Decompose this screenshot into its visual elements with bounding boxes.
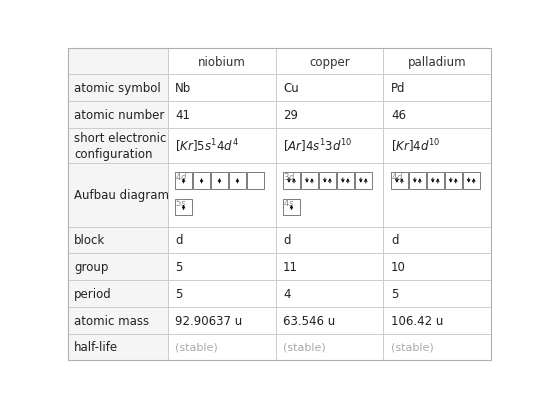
Bar — [168, 227, 276, 254]
Bar — [68, 227, 168, 254]
Text: period: period — [74, 287, 112, 300]
Bar — [168, 280, 276, 307]
Bar — [168, 102, 276, 129]
Bar — [168, 129, 276, 164]
Text: short electronic
configuration: short electronic configuration — [74, 132, 167, 161]
Text: d: d — [283, 234, 290, 247]
Text: Cu: Cu — [283, 82, 299, 95]
Text: half-life: half-life — [74, 341, 118, 354]
Text: $[Kr]4d^{10}$: $[Kr]4d^{10}$ — [391, 138, 441, 155]
Text: $\mathit{4}s$: $\mathit{4}s$ — [283, 197, 295, 208]
Bar — [319, 173, 336, 189]
Bar — [337, 173, 354, 189]
Bar — [68, 75, 168, 102]
Text: 106.42 u: 106.42 u — [391, 314, 443, 327]
Bar — [229, 173, 246, 189]
Bar — [409, 173, 426, 189]
Bar — [276, 334, 383, 360]
Text: 10: 10 — [391, 260, 406, 273]
Bar — [175, 199, 192, 216]
Bar — [383, 254, 491, 280]
Text: Aufbau diagram: Aufbau diagram — [74, 189, 169, 202]
Text: Nb: Nb — [175, 82, 192, 95]
Bar — [68, 129, 168, 164]
Text: 5: 5 — [175, 260, 182, 273]
Text: 5: 5 — [391, 287, 399, 300]
Bar — [68, 102, 168, 129]
Text: (stable): (stable) — [175, 342, 218, 352]
Text: 46: 46 — [391, 109, 406, 122]
Bar — [301, 173, 318, 189]
Bar — [193, 173, 210, 189]
Bar — [383, 49, 491, 75]
Bar — [383, 164, 491, 227]
Text: atomic symbol: atomic symbol — [74, 82, 161, 95]
Bar — [463, 173, 479, 189]
Bar — [276, 129, 383, 164]
Bar — [211, 173, 228, 189]
Bar — [168, 164, 276, 227]
Bar — [427, 173, 443, 189]
Text: 4: 4 — [283, 287, 290, 300]
Bar — [276, 49, 383, 75]
Bar — [276, 307, 383, 334]
Text: 11: 11 — [283, 260, 298, 273]
Text: copper: copper — [309, 55, 350, 68]
Text: 63.546 u: 63.546 u — [283, 314, 335, 327]
Text: 41: 41 — [175, 109, 190, 122]
Bar — [391, 173, 408, 189]
Bar — [247, 173, 264, 189]
Text: $\mathit{4}d$: $\mathit{4}d$ — [391, 170, 403, 181]
Bar — [276, 227, 383, 254]
Bar — [276, 164, 383, 227]
Bar — [68, 164, 168, 227]
Text: block: block — [74, 234, 105, 247]
Text: niobium: niobium — [198, 55, 246, 68]
Text: d: d — [391, 234, 399, 247]
Bar — [383, 102, 491, 129]
Bar — [276, 280, 383, 307]
Bar — [168, 75, 276, 102]
Bar — [68, 334, 168, 360]
Text: group: group — [74, 260, 109, 273]
Bar — [276, 75, 383, 102]
Text: atomic number: atomic number — [74, 109, 164, 122]
Bar — [383, 334, 491, 360]
Bar — [68, 307, 168, 334]
Text: $[Ar]4s^13d^{10}$: $[Ar]4s^13d^{10}$ — [283, 138, 353, 155]
Bar — [383, 129, 491, 164]
Text: d: d — [175, 234, 183, 247]
Text: $\mathit{3}d$: $\mathit{3}d$ — [283, 170, 296, 181]
Bar — [68, 49, 168, 75]
Bar — [168, 254, 276, 280]
Bar — [283, 199, 300, 216]
Bar — [445, 173, 461, 189]
Bar — [283, 173, 300, 189]
Text: $[Kr]5s^14d^4$: $[Kr]5s^14d^4$ — [175, 138, 239, 155]
Bar — [68, 254, 168, 280]
Bar — [276, 254, 383, 280]
Bar — [168, 307, 276, 334]
Text: 5: 5 — [175, 287, 182, 300]
Bar — [276, 102, 383, 129]
Text: (stable): (stable) — [283, 342, 326, 352]
Bar — [383, 307, 491, 334]
Bar — [383, 227, 491, 254]
Text: Pd: Pd — [391, 82, 406, 95]
Bar — [168, 334, 276, 360]
Bar — [355, 173, 372, 189]
Bar — [68, 280, 168, 307]
Text: $\mathit{4}d$: $\mathit{4}d$ — [175, 170, 188, 181]
Bar — [175, 173, 192, 189]
Bar — [168, 49, 276, 75]
Text: palladium: palladium — [408, 55, 467, 68]
Text: 92.90637 u: 92.90637 u — [175, 314, 242, 327]
Text: (stable): (stable) — [391, 342, 434, 352]
Bar — [383, 75, 491, 102]
Text: atomic mass: atomic mass — [74, 314, 150, 327]
Text: $\mathit{5}s$: $\mathit{5}s$ — [175, 197, 187, 208]
Text: 29: 29 — [283, 109, 298, 122]
Bar — [383, 280, 491, 307]
